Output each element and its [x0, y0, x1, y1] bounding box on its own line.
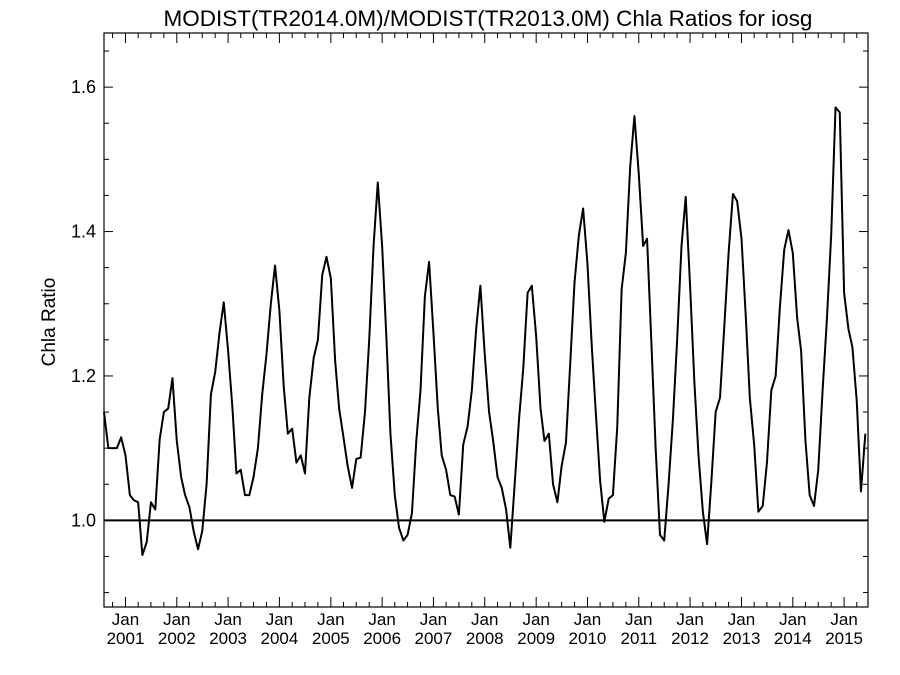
x-tick-label-year: 2010 — [569, 629, 607, 648]
chla-ratio-line — [103, 106, 867, 557]
x-tick-label-month: Jan — [471, 610, 498, 629]
x-tick-label-year: 2013 — [723, 629, 761, 648]
x-tick-label-month: Jan — [368, 610, 395, 629]
y-tick-label: 1.4 — [71, 222, 96, 242]
x-tick-label-month: Jan — [830, 610, 857, 629]
y-axis-label: Chla Ratio — [39, 278, 60, 367]
x-tick-label-year: 2008 — [466, 629, 504, 648]
y-tick-label: 1.0 — [71, 510, 96, 530]
x-tick-label-year: 2007 — [415, 629, 453, 648]
x-tick-label-year: 2009 — [517, 629, 555, 648]
x-tick-label-year: 2012 — [671, 629, 709, 648]
x-tick-label-month: Jan — [625, 610, 652, 629]
x-tick-label-year: 2001 — [107, 629, 145, 648]
x-tick-label-year: 2005 — [312, 629, 350, 648]
x-tick-label-month: Jan — [163, 610, 190, 629]
x-tick-label-year: 2002 — [158, 629, 196, 648]
x-tick-label-year: 2004 — [260, 629, 298, 648]
x-tick-label-month: Jan — [266, 610, 293, 629]
x-tick-label-month: Jan — [728, 610, 755, 629]
y-tick-label: 1.6 — [71, 77, 96, 97]
plot-frame — [103, 32, 869, 608]
x-tick-label-month: Jan — [214, 610, 241, 629]
x-tick-label-year: 2003 — [209, 629, 247, 648]
x-tick-label-year: 2011 — [620, 629, 657, 648]
x-tick-label-year: 2015 — [825, 629, 863, 648]
x-tick-label-month: Jan — [420, 610, 447, 629]
x-tick-label-month: Jan — [574, 610, 601, 629]
x-tick-label-month: Jan — [317, 610, 344, 629]
x-tick-label-year: 2014 — [774, 629, 812, 648]
y-tick-label: 1.2 — [71, 366, 96, 386]
chart-title: MODIST(TR2014.0M)/MODIST(TR2013.0M) Chla… — [164, 6, 813, 31]
x-tick-label-month: Jan — [676, 610, 703, 629]
x-tick-label-month: Jan — [112, 610, 139, 629]
x-tick-label-month: Jan — [779, 610, 806, 629]
x-tick-label-month: Jan — [522, 610, 549, 629]
x-tick-label-year: 2006 — [363, 629, 401, 648]
